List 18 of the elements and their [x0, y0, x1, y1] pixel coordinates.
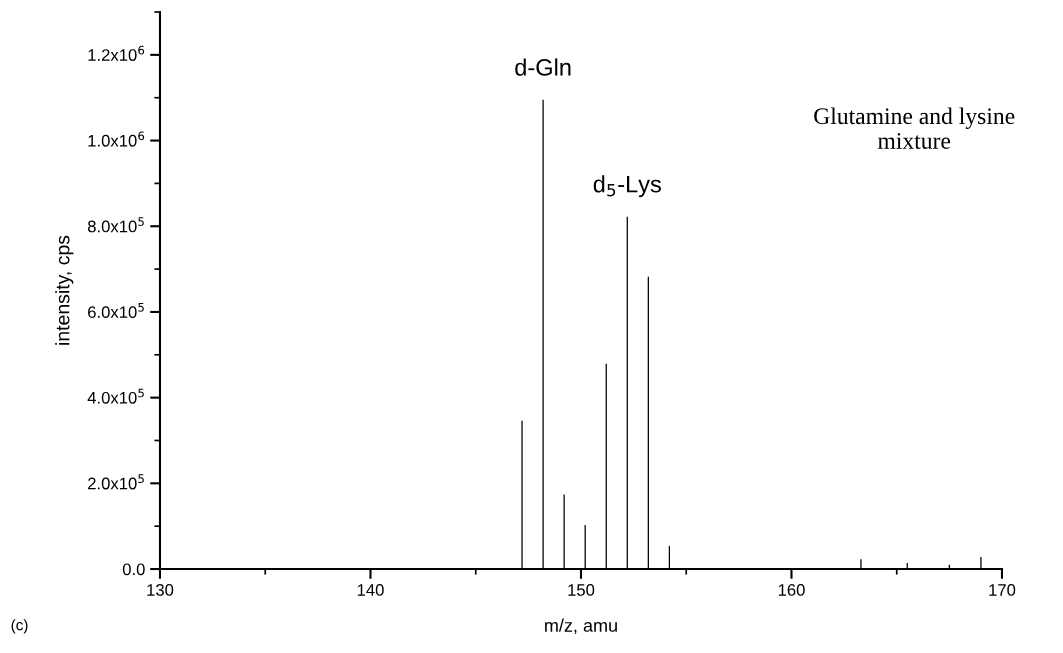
- x-tick-label: 130: [147, 584, 174, 596]
- x-tick-label: 160: [778, 584, 805, 596]
- y-tick-label: 2.0x10$^{5}$: [88, 474, 144, 490]
- y-tick-label: 8.0x10$^{5}$: [87, 217, 144, 233]
- annotation: d-Gln: [515, 58, 571, 76]
- annotation: d$_{5}$-Lys: [593, 175, 661, 198]
- x-tick-label: 170: [989, 584, 1016, 596]
- y-tick-label: 0.0: [122, 563, 145, 576]
- x-tick-label: 150: [568, 584, 595, 596]
- annotation: Glutamine and lysine mixture: [814, 107, 1015, 149]
- y-tick-label: 6.0x10$^{5}$: [88, 302, 144, 319]
- x-tick-label: 140: [357, 584, 384, 596]
- x-axis-title: m/z, amu: [545, 618, 617, 634]
- text: (c): [11, 619, 28, 634]
- y-tick-label: 4.0x10$^{5}$: [87, 388, 144, 404]
- y-tick-label: 1.2x10$^{6}$: [88, 45, 145, 61]
- y-axis-title: intensity, cps: [55, 235, 74, 345]
- y-tick-label: 1.0x10$^{6}$: [88, 131, 145, 147]
